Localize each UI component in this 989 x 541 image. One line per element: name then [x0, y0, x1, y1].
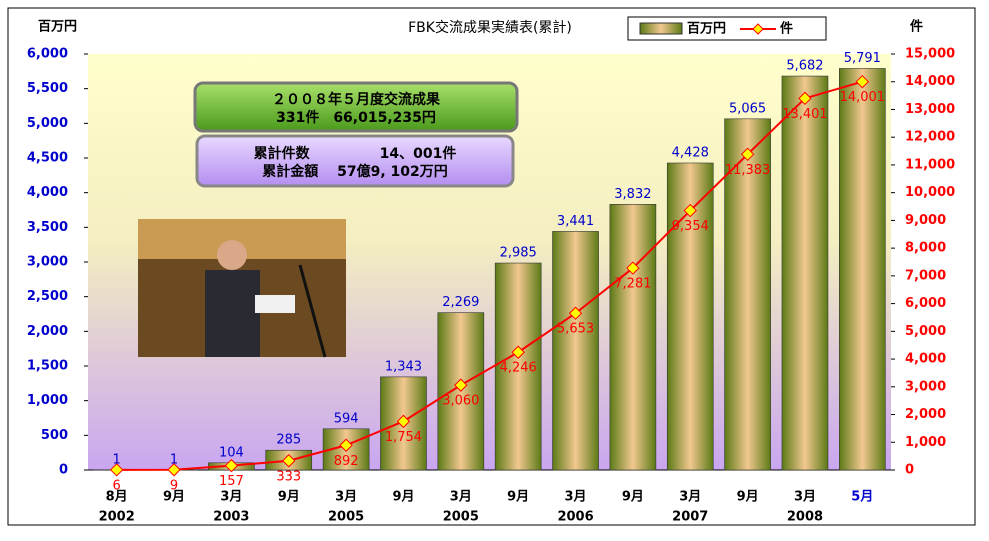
x-year-label: 2003	[213, 510, 249, 525]
y2-tick-label: 2,000	[905, 407, 946, 422]
x-tick-label: 9月	[737, 490, 759, 505]
line-value-label: 892	[334, 454, 359, 469]
highlight-line: ２００８年５月度交流成果	[272, 91, 441, 108]
y2-tick-label: 4,000	[905, 352, 946, 367]
x-year-label: 2008	[787, 510, 823, 525]
line-value-label: 9	[170, 478, 178, 493]
line-value-label: 6	[113, 478, 121, 493]
y2-tick-label: 7,000	[905, 268, 946, 283]
line-value-label: 333	[276, 469, 301, 484]
x-tick-label: 9月	[392, 490, 414, 505]
y-tick-label: 2,000	[27, 324, 68, 339]
y2-axis-title: 件	[910, 19, 923, 35]
bar-value-label: 2,985	[500, 246, 537, 261]
bar	[610, 204, 656, 470]
bar-value-label: 285	[276, 433, 301, 448]
x-tick-label: 9月	[507, 490, 529, 505]
y2-tick-label: 12,000	[905, 130, 955, 145]
line-value-label: 157	[219, 474, 244, 489]
y2-tick-label: 14,000	[905, 74, 955, 89]
bar-value-label: 594	[334, 411, 359, 426]
y-tick-label: 500	[41, 428, 68, 443]
bar-value-label: 4,428	[672, 145, 709, 160]
y-tick-label: 4,000	[27, 185, 68, 200]
line-value-label: 14,001	[840, 90, 886, 105]
bar-value-label: 104	[219, 445, 244, 460]
x-tick-label: 3月	[220, 490, 242, 505]
bar-value-label: 2,269	[442, 295, 479, 310]
line-value-label: 3,060	[442, 394, 479, 409]
bar	[839, 68, 885, 470]
x-tick-label: 9月	[622, 490, 644, 505]
y2-tick-label: 13,000	[905, 102, 955, 117]
line-value-label: 13,401	[782, 107, 828, 122]
y-tick-label: 5,500	[27, 81, 68, 96]
x-tick-label: 3月	[335, 490, 357, 505]
y2-tick-label: 5,000	[905, 324, 946, 339]
y2-tick-label: 0	[905, 463, 914, 478]
x-tick-label: 3月	[679, 490, 701, 505]
line-value-label: 1,754	[385, 430, 422, 445]
bar-value-label: 5,065	[729, 101, 766, 116]
x-year-label: 2005	[443, 510, 479, 525]
x-year-label: 2006	[557, 510, 593, 525]
chart-title: FBK交流成果実績表(累計)	[408, 19, 572, 36]
y-tick-label: 1,500	[27, 359, 68, 374]
photo	[138, 219, 346, 357]
highlight-line: 331件 66,015,235円	[276, 109, 436, 126]
chart: 百万円 件 FBK交流成果実績表(累計) 百万円 件 ２００８年５月度交流成果 …	[0, 0, 989, 541]
legend-swatch	[640, 23, 682, 34]
x-tick-label: 3月	[450, 490, 472, 505]
y2-tick-label: 15,000	[905, 47, 955, 62]
y2-tick-label: 8,000	[905, 241, 946, 256]
bar-value-label: 5,682	[786, 59, 823, 74]
y2-tick-label: 6,000	[905, 296, 946, 311]
y2-tick-label: 3,000	[905, 379, 946, 394]
x-tick-label: 3月	[565, 490, 587, 505]
y-tick-label: 6,000	[27, 47, 68, 62]
y-tick-label: 4,500	[27, 151, 68, 166]
y2-tick-label: 11,000	[905, 157, 955, 172]
y-tick-label: 3,500	[27, 220, 68, 235]
page: 百万円 件 FBK交流成果実績表(累計) 百万円 件 ２００８年５月度交流成果 …	[0, 0, 989, 541]
x-tick-label: 5月	[851, 490, 873, 505]
summary-line: 累計金額 57億9, 102万円	[262, 163, 448, 180]
x-year-label: 2007	[672, 510, 708, 525]
y2-tick-label: 1,000	[905, 435, 946, 450]
x-tick-label: 9月	[278, 490, 300, 505]
y-tick-label: 0	[59, 463, 68, 478]
y2-tick-label: 9,000	[905, 213, 946, 228]
bar	[782, 76, 828, 470]
line-value-label: 4,246	[500, 361, 537, 376]
x-year-label: 2005	[328, 510, 364, 525]
bar-value-label: 3,832	[614, 187, 651, 202]
y-tick-label: 1,000	[27, 393, 68, 408]
y2-tick-label: 10,000	[905, 185, 955, 200]
y-tick-label: 5,000	[27, 116, 68, 131]
y-axis-title: 百万円	[38, 20, 77, 35]
y-tick-label: 3,000	[27, 255, 68, 270]
line-value-label: 9,354	[672, 219, 709, 234]
bar-value-label: 3,441	[557, 214, 594, 229]
line-value-label: 7,281	[614, 277, 651, 292]
line-value-label: 11,383	[725, 163, 771, 178]
x-tick-label: 3月	[794, 490, 816, 505]
legend-label: 百万円	[687, 22, 726, 37]
summary-line: 累計件数 14、001件	[254, 145, 457, 162]
x-year-label: 2002	[99, 510, 135, 525]
line-value-label: 5,653	[557, 322, 594, 337]
legend-label: 件	[780, 21, 793, 37]
bar-value-label: 5,791	[844, 51, 881, 66]
y-tick-label: 2,500	[27, 289, 68, 304]
bar	[553, 231, 599, 470]
bar-value-label: 1,343	[385, 359, 422, 374]
